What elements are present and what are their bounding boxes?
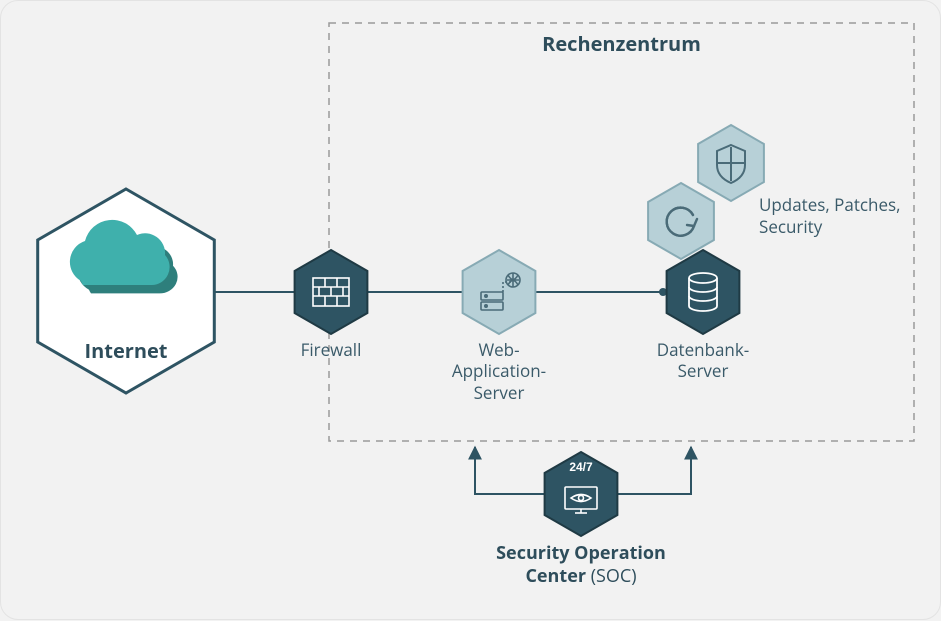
node-db	[667, 250, 740, 334]
edge-soc-webapp	[475, 447, 544, 494]
webapp-label: Web- Application- Server	[439, 339, 559, 403]
edge-soc-db	[618, 447, 691, 494]
diagram-canvas: 24/7 Rechenzentrum Internet Firewall Web…	[0, 0, 941, 620]
soc-label-plain: (SOC)	[586, 564, 637, 588]
updates-note: Updates, Patches, Security	[759, 194, 919, 238]
node-refresh	[648, 183, 714, 259]
internet-label: Internet	[46, 338, 206, 363]
diagram-svg: 24/7	[1, 1, 941, 621]
region-title: Rechenzentrum	[329, 31, 914, 56]
soc-label-bold: Security Operation Center	[496, 541, 666, 588]
node-webapp	[463, 250, 536, 334]
soc-label: Security Operation Center (SOC)	[461, 542, 701, 587]
node-soc: 24/7	[545, 452, 618, 536]
node-firewall	[295, 250, 368, 334]
firewall-label: Firewall	[281, 339, 381, 360]
node-shield	[698, 125, 764, 201]
db-label: Datenbank- Server	[643, 339, 763, 382]
soc-badge: 24/7	[569, 460, 593, 474]
